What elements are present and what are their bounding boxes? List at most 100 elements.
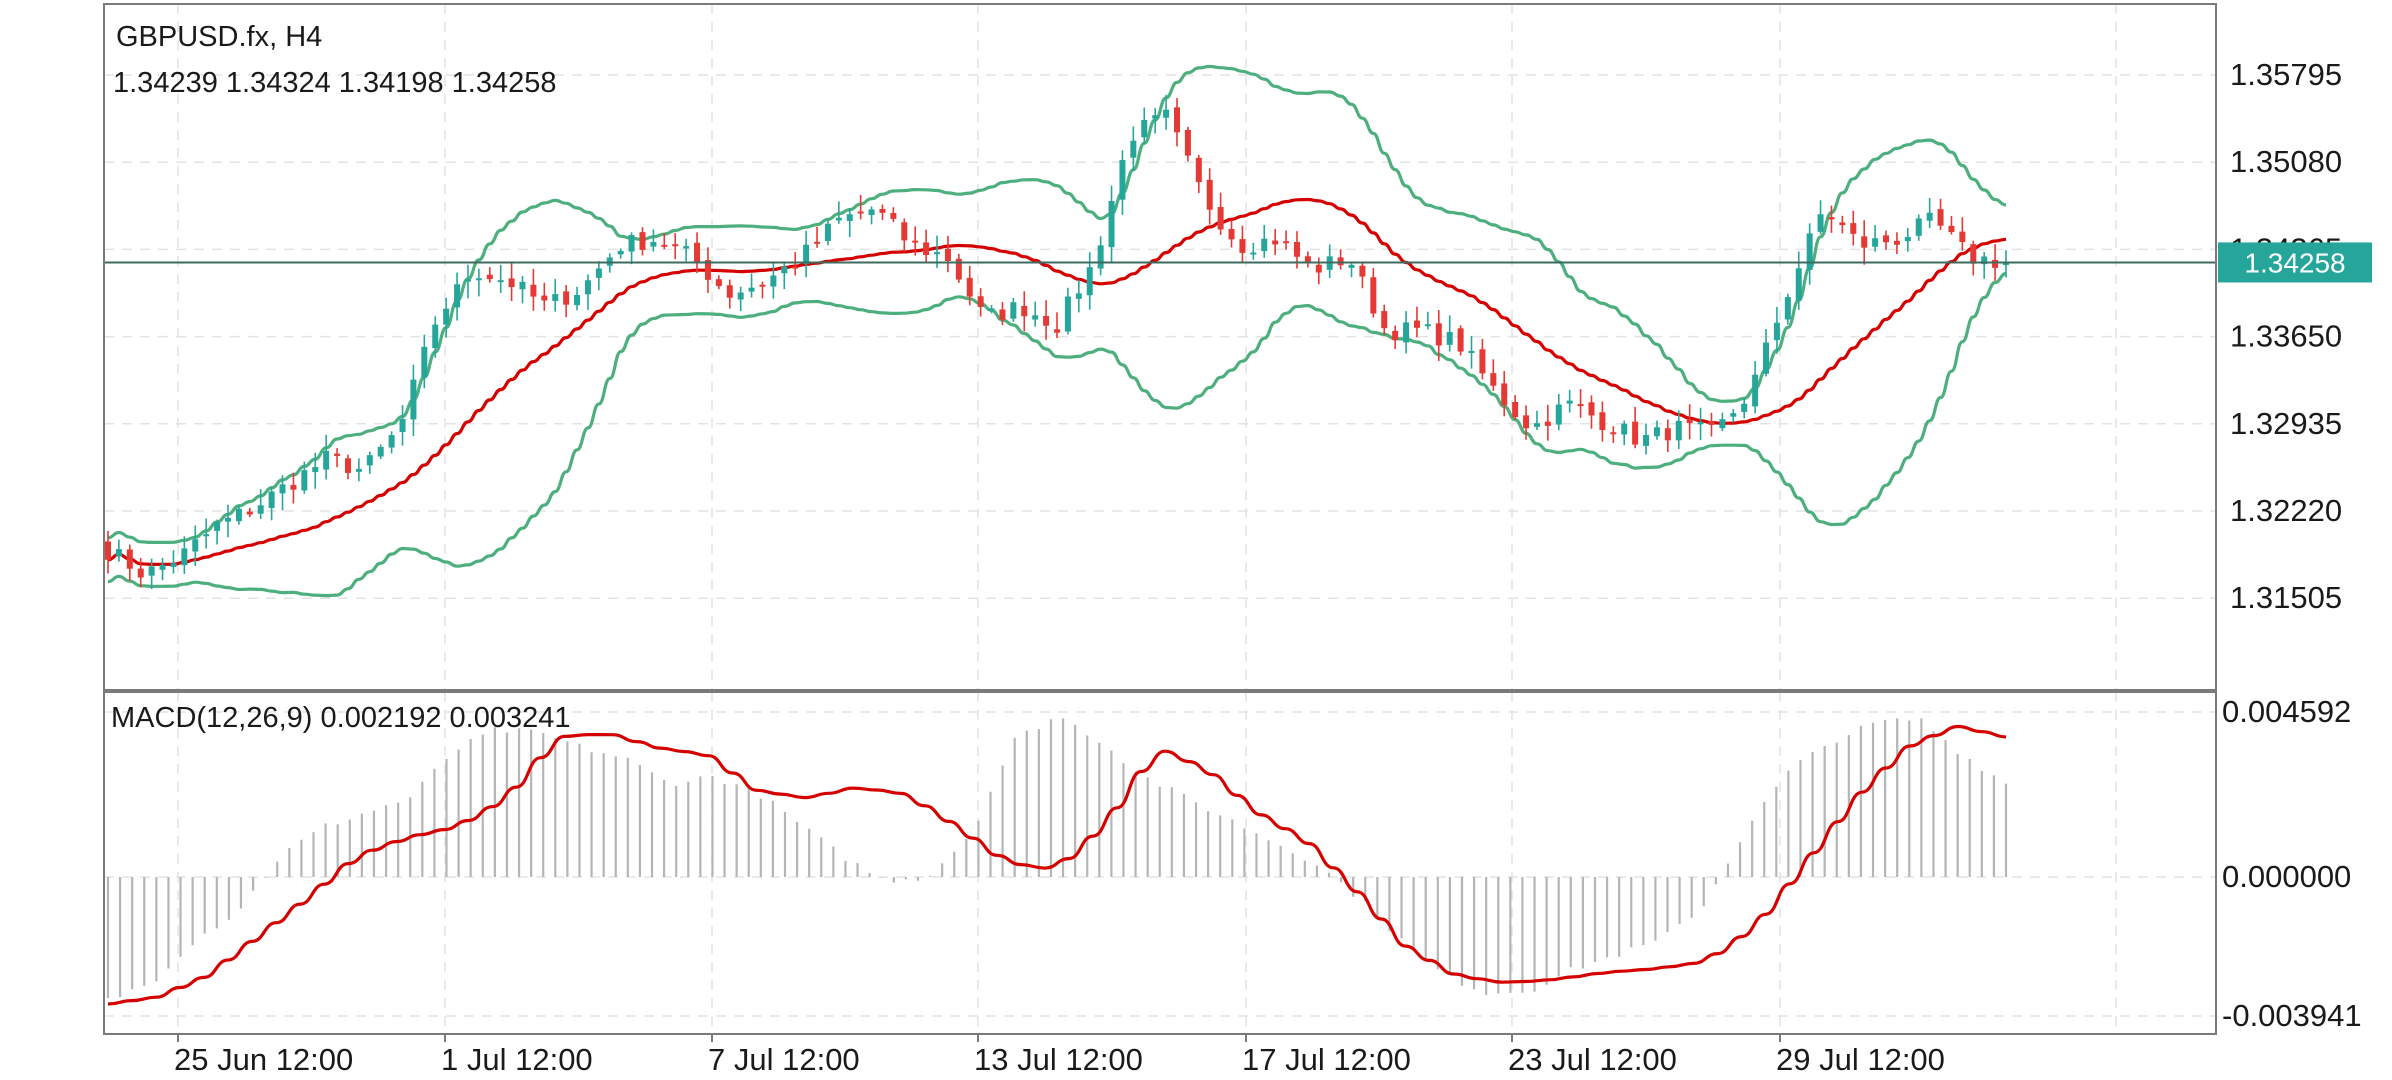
candlestick[interactable] bbox=[257, 489, 264, 519]
candlestick[interactable] bbox=[999, 301, 1006, 326]
candlestick[interactable] bbox=[203, 518, 210, 549]
candlestick[interactable] bbox=[508, 262, 515, 302]
candlestick[interactable] bbox=[541, 282, 548, 311]
candlestick[interactable] bbox=[814, 226, 821, 248]
candlestick[interactable] bbox=[1457, 325, 1464, 356]
candlestick[interactable] bbox=[1730, 409, 1737, 423]
candlestick[interactable] bbox=[1926, 198, 1933, 229]
candlestick[interactable] bbox=[235, 504, 242, 525]
candlestick[interactable] bbox=[1970, 240, 1977, 276]
candlestick[interactable] bbox=[1272, 229, 1279, 255]
candlestick[interactable] bbox=[1773, 307, 1780, 354]
candlestick[interactable] bbox=[1904, 228, 1911, 252]
candlestick[interactable] bbox=[279, 475, 286, 511]
candlestick[interactable] bbox=[1719, 412, 1726, 432]
candlestick[interactable] bbox=[879, 204, 886, 221]
candlestick[interactable] bbox=[1915, 214, 1922, 241]
candlestick[interactable] bbox=[1566, 389, 1573, 413]
candlestick[interactable] bbox=[1752, 361, 1759, 414]
candlestick[interactable] bbox=[1806, 223, 1813, 285]
candlestick[interactable] bbox=[1555, 393, 1562, 431]
candlestick[interactable] bbox=[1544, 404, 1551, 441]
candlestick[interactable] bbox=[334, 448, 341, 468]
candlestick[interactable] bbox=[781, 262, 788, 290]
candlestick[interactable] bbox=[977, 288, 984, 317]
candlestick[interactable] bbox=[443, 297, 450, 338]
candlestick[interactable] bbox=[312, 452, 319, 489]
candlestick[interactable] bbox=[1075, 279, 1082, 313]
candlestick[interactable] bbox=[268, 486, 275, 521]
candlestick[interactable] bbox=[661, 233, 668, 250]
candlestick[interactable] bbox=[1032, 301, 1039, 327]
candlestick[interactable] bbox=[1621, 420, 1628, 446]
price-axis[interactable]: 1.357951.350801.343651.336501.329351.322… bbox=[2230, 57, 2342, 615]
candlestick[interactable] bbox=[170, 550, 177, 574]
candlestick[interactable] bbox=[617, 248, 624, 259]
candlestick[interactable] bbox=[1359, 261, 1366, 289]
candlestick[interactable] bbox=[1173, 98, 1180, 147]
candlestick[interactable] bbox=[1130, 126, 1137, 172]
candlestick[interactable] bbox=[486, 267, 493, 283]
candlestick[interactable] bbox=[1981, 252, 1988, 279]
candlestick[interactable] bbox=[432, 316, 439, 358]
candlestick[interactable] bbox=[1959, 217, 1966, 251]
candlestick[interactable] bbox=[159, 557, 166, 581]
candlestick[interactable] bbox=[901, 218, 908, 253]
candlestick[interactable] bbox=[1937, 198, 1944, 231]
candlestick[interactable] bbox=[1381, 304, 1388, 336]
candlestick[interactable] bbox=[672, 233, 679, 260]
candlestick[interactable] bbox=[737, 286, 744, 312]
candlestick[interactable] bbox=[1021, 291, 1028, 332]
candlestick[interactable] bbox=[1697, 407, 1704, 441]
candlestick[interactable] bbox=[1424, 311, 1431, 330]
candlestick[interactable] bbox=[748, 273, 755, 298]
candlestick[interactable] bbox=[595, 261, 602, 291]
candlestick[interactable] bbox=[115, 539, 122, 562]
candlestick[interactable] bbox=[1948, 216, 1955, 235]
candlestick[interactable] bbox=[1686, 404, 1693, 440]
candlestick[interactable] bbox=[1064, 287, 1071, 335]
candlestick[interactable] bbox=[1054, 312, 1060, 339]
candlestick[interactable] bbox=[1435, 310, 1442, 361]
candlestick[interactable] bbox=[1512, 395, 1519, 420]
candlestick[interactable] bbox=[1206, 168, 1213, 225]
candlestick[interactable] bbox=[1741, 398, 1748, 419]
candlestick[interactable] bbox=[377, 444, 384, 460]
candlestick[interactable] bbox=[1119, 150, 1126, 215]
candlestick[interactable] bbox=[563, 284, 570, 318]
candlestick[interactable] bbox=[650, 229, 657, 252]
candlestick[interactable] bbox=[584, 274, 591, 310]
candlestick[interactable] bbox=[988, 305, 995, 314]
candlestick[interactable] bbox=[1403, 311, 1410, 354]
candlestick[interactable] bbox=[344, 454, 351, 480]
candlestick[interactable] bbox=[759, 281, 766, 299]
candlestick[interactable] bbox=[224, 504, 231, 538]
candlestick[interactable] bbox=[890, 207, 897, 223]
candlestick[interactable] bbox=[944, 235, 951, 273]
candlestick[interactable] bbox=[148, 558, 155, 590]
candlestick[interactable] bbox=[1872, 225, 1879, 252]
candlestick[interactable] bbox=[530, 268, 537, 311]
candlestick[interactable] bbox=[770, 261, 777, 299]
candlestick[interactable] bbox=[464, 264, 471, 299]
time-axis[interactable]: 25 Jun 12:00 1 Jul 12:00 7 Jul 12:00 13 Jul… bbox=[174, 1034, 1945, 1077]
candlestick[interactable] bbox=[923, 229, 930, 264]
candlestick[interactable] bbox=[1501, 371, 1508, 417]
candlestick[interactable] bbox=[574, 286, 581, 311]
candlestick[interactable] bbox=[868, 206, 875, 225]
candlestick[interactable] bbox=[1664, 419, 1671, 453]
candlestick[interactable] bbox=[1653, 420, 1660, 440]
candlestick[interactable] bbox=[1795, 251, 1802, 310]
candlestick[interactable] bbox=[803, 230, 810, 278]
candlestick[interactable] bbox=[639, 227, 646, 256]
candlestick[interactable] bbox=[388, 431, 395, 454]
candlestick[interactable] bbox=[1370, 268, 1377, 318]
candlestick[interactable] bbox=[1043, 300, 1050, 340]
candlestick[interactable] bbox=[1828, 205, 1835, 233]
candlesticks[interactable] bbox=[105, 94, 2009, 590]
candlestick[interactable] bbox=[1228, 219, 1235, 248]
candlestick[interactable] bbox=[2003, 250, 2009, 278]
candlestick[interactable] bbox=[824, 219, 831, 246]
candlestick[interactable] bbox=[105, 530, 111, 574]
